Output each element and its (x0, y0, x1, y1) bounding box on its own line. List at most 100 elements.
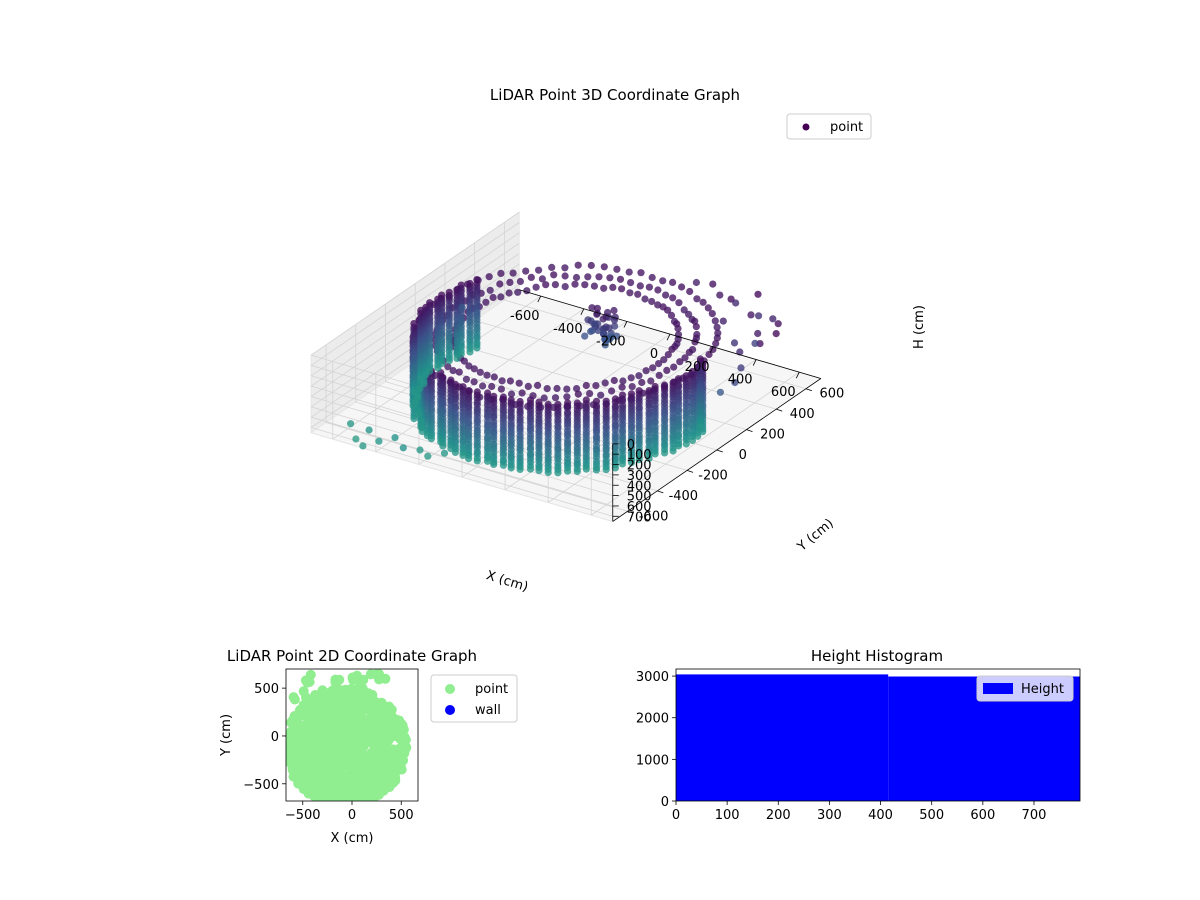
cap-point (527, 273, 535, 281)
cap-point (625, 268, 633, 276)
cap-point (509, 269, 517, 277)
grid-line (474, 320, 777, 410)
z-tick-label: 200 (627, 459, 652, 474)
x-tick-label: 200 (766, 808, 791, 823)
chart-3d-zlabel: H (cm) (912, 305, 927, 349)
wall-point (445, 357, 453, 365)
cap-point (574, 261, 582, 269)
outlier-point (391, 434, 399, 442)
outlier-point (692, 278, 701, 287)
point-marker (347, 686, 357, 697)
wall-point (423, 432, 431, 440)
cap-point (506, 278, 514, 286)
y-tick-label: 200 (760, 428, 785, 443)
cap-point (479, 382, 487, 390)
cap-point (680, 306, 688, 314)
wall-point (645, 454, 653, 463)
x-tick-label: 700 (1022, 808, 1047, 823)
point-marker (327, 685, 338, 696)
y-tick-label: 3000 (636, 670, 669, 685)
x-tick (537, 295, 542, 303)
wall-point (635, 456, 643, 464)
outlier-point (424, 452, 432, 460)
y-tick (716, 449, 723, 453)
column-point (608, 333, 616, 341)
point-marker (358, 674, 369, 685)
wall-point (437, 438, 445, 446)
point-marker (330, 677, 341, 688)
cap-point (618, 285, 626, 293)
column-point (593, 309, 601, 317)
point-marker (311, 743, 322, 753)
outlier-point (747, 311, 755, 319)
wall-point (669, 447, 677, 455)
x-tick-label: -600 (510, 309, 540, 324)
point-marker (390, 767, 401, 778)
cap-point (595, 273, 603, 281)
wall-point (410, 388, 418, 396)
cap-point (465, 362, 473, 370)
wall-point (507, 464, 515, 472)
outlier-point (716, 388, 725, 396)
cap-point (488, 382, 496, 391)
cap-point (600, 284, 608, 292)
y-tick-label: 1000 (636, 753, 669, 768)
cap-point (608, 387, 616, 395)
point-marker (303, 763, 314, 774)
cap-point (645, 283, 654, 291)
outlier-point (774, 320, 782, 328)
point-marker (287, 730, 298, 741)
point-marker (377, 757, 388, 768)
y-tick-label: 0 (271, 730, 279, 745)
z-tick-label: 500 (627, 490, 652, 505)
outlier-point (399, 444, 407, 452)
cap-point (449, 367, 457, 375)
cap-point (522, 267, 530, 275)
point-marker (332, 748, 343, 759)
wall-point (466, 348, 474, 356)
cap-point (574, 390, 582, 398)
wall-point (417, 375, 425, 383)
wall-point (484, 457, 492, 465)
point-marker (309, 705, 320, 715)
point-marker (339, 789, 350, 800)
point-marker (379, 709, 389, 719)
cap-point (572, 273, 581, 282)
outlier-point (347, 420, 355, 428)
x-tick (580, 308, 585, 315)
x-tick (623, 321, 628, 328)
grid-line (310, 232, 520, 377)
y-tick (776, 408, 783, 412)
point-marker (296, 747, 307, 758)
cap-point (587, 261, 595, 270)
chart-3d-legend-box (786, 113, 872, 140)
cap-point (628, 383, 636, 391)
y-tick (657, 490, 664, 494)
cap-point (542, 281, 550, 289)
wall-point (417, 418, 425, 426)
cap-point (685, 310, 693, 318)
outlier-point (440, 449, 449, 457)
histogram-title: Height Histogram (811, 647, 943, 665)
wall-point (694, 432, 702, 440)
column-point (590, 320, 598, 328)
cap-point (529, 392, 537, 400)
outlier-point (730, 339, 739, 347)
cap-point (664, 351, 672, 359)
cap-point (445, 292, 453, 300)
cap-point (676, 358, 684, 366)
cap-point (659, 277, 667, 285)
point-marker (345, 782, 356, 793)
y-tick-label: -400 (669, 489, 699, 504)
z-tick-label: 700 (627, 510, 652, 525)
cap-point (589, 401, 598, 409)
cap-point (667, 311, 676, 319)
x-tick-label: 600 (771, 385, 796, 400)
cap-point (669, 294, 677, 302)
cap-point (551, 394, 560, 402)
column-point (587, 327, 595, 336)
cap-point (485, 273, 493, 281)
point-marker (289, 694, 300, 705)
cap-point (641, 295, 649, 303)
cap-point (573, 385, 581, 393)
